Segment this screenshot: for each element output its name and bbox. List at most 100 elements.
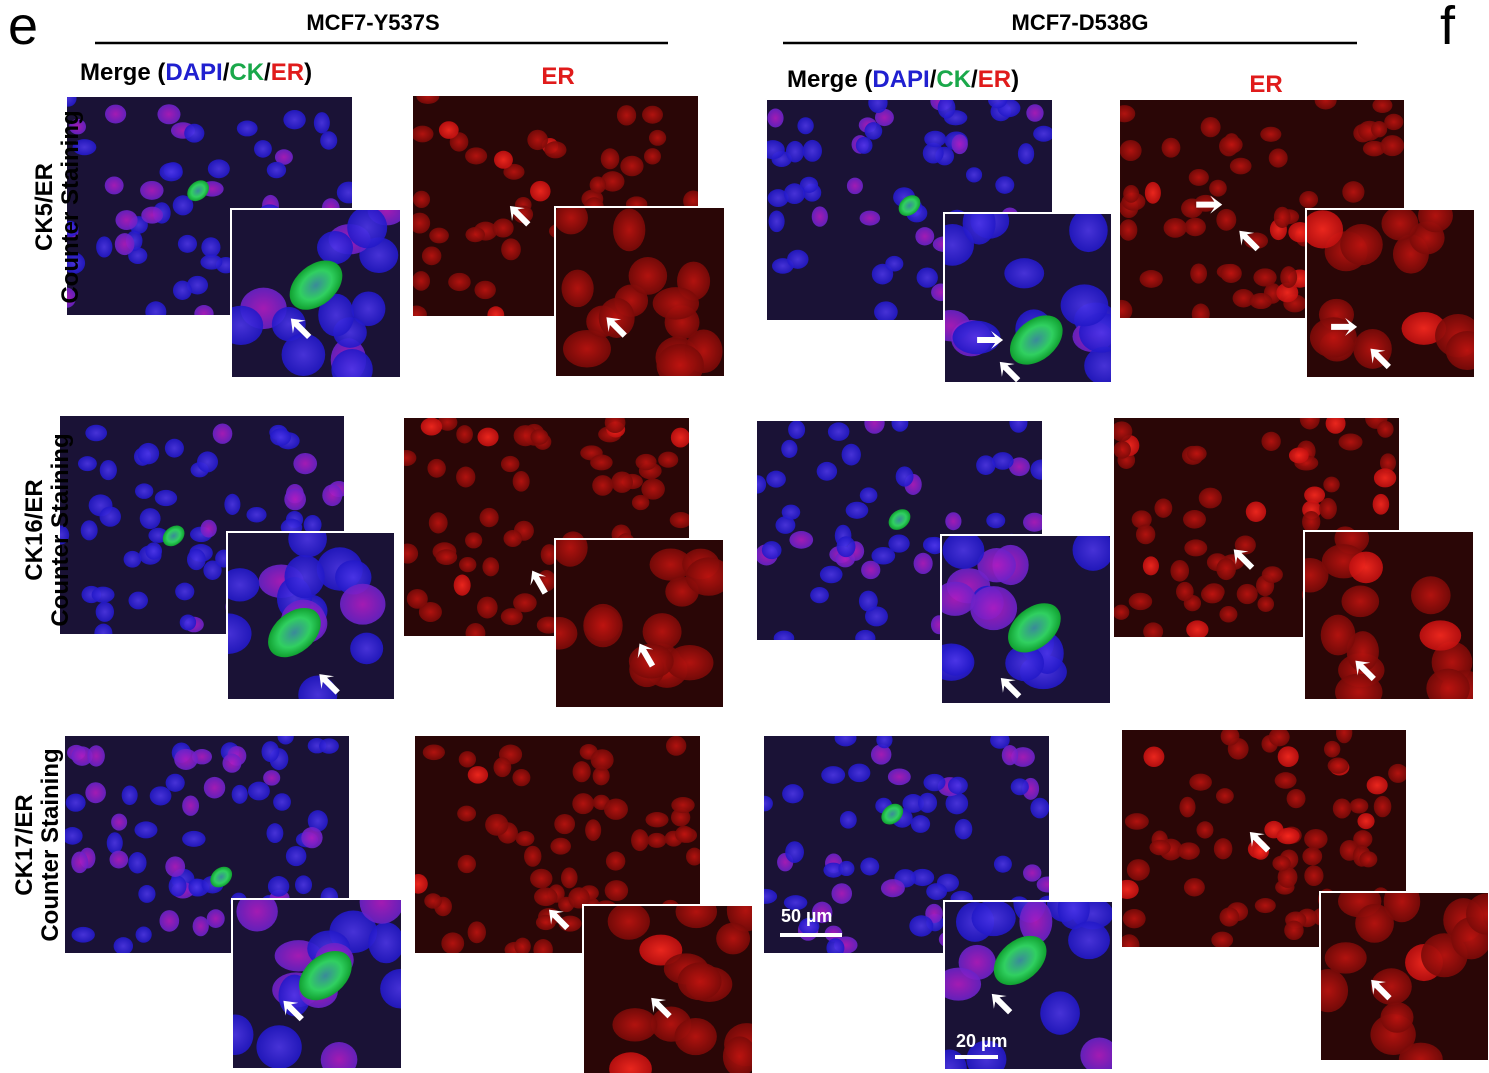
cell — [1219, 606, 1238, 623]
cell — [764, 888, 778, 904]
cell — [923, 773, 946, 792]
cell — [515, 830, 535, 847]
cell — [159, 910, 180, 932]
cell — [203, 776, 226, 799]
cell — [80, 520, 98, 541]
cell — [177, 234, 198, 253]
cell — [71, 851, 89, 874]
cell — [298, 675, 338, 699]
cell — [458, 751, 477, 768]
cell — [686, 847, 700, 866]
cell — [1023, 864, 1042, 882]
cell — [585, 819, 602, 841]
cell — [128, 852, 147, 874]
cell — [1379, 453, 1396, 473]
cell — [1122, 908, 1146, 929]
cell — [1357, 813, 1375, 830]
cell — [201, 237, 221, 258]
cell — [990, 736, 1010, 749]
cell — [246, 506, 267, 523]
cell — [876, 736, 893, 749]
cell — [1307, 210, 1344, 249]
cell — [945, 512, 962, 531]
cell — [94, 623, 113, 634]
cell — [1122, 879, 1139, 900]
cell — [1220, 263, 1242, 283]
cell — [1036, 876, 1049, 893]
cell — [669, 511, 689, 529]
cell — [60, 525, 70, 545]
cell — [281, 333, 326, 377]
cell — [783, 183, 806, 205]
cell — [1277, 746, 1299, 768]
cell — [465, 227, 485, 243]
cell — [891, 421, 909, 432]
cell — [453, 574, 471, 596]
cell — [1268, 730, 1290, 747]
cell — [182, 795, 200, 816]
er-label: ER — [541, 63, 574, 90]
cell — [671, 796, 695, 814]
cell — [1314, 100, 1337, 110]
cell — [165, 856, 186, 877]
cell — [1384, 113, 1404, 131]
cell — [149, 786, 172, 806]
cell — [600, 171, 625, 192]
cell — [1143, 746, 1165, 767]
inset-image — [584, 906, 752, 1073]
cell — [261, 741, 280, 763]
cell — [1341, 585, 1380, 618]
cell — [670, 427, 689, 448]
cell — [1009, 421, 1028, 433]
cell — [476, 596, 498, 619]
cell — [318, 293, 355, 337]
cell — [1183, 878, 1205, 897]
cell — [895, 466, 914, 487]
cell — [962, 214, 996, 245]
inset-border — [1303, 530, 1475, 701]
cell — [590, 454, 613, 471]
cell — [194, 305, 214, 315]
cell — [1033, 125, 1052, 142]
cell — [1120, 139, 1142, 161]
cell — [572, 761, 591, 783]
cell — [228, 613, 252, 654]
cell — [942, 536, 985, 570]
cell — [1323, 476, 1340, 493]
cell — [915, 227, 935, 246]
cell — [554, 813, 576, 835]
group-title: MCF7-Y537S — [306, 10, 439, 35]
cell — [855, 629, 876, 640]
cell — [1191, 303, 1210, 318]
cell — [1320, 614, 1356, 656]
cell — [945, 792, 969, 815]
cell — [1277, 866, 1298, 888]
cell — [172, 280, 192, 301]
cell — [635, 453, 657, 471]
cell — [785, 140, 805, 163]
cell — [1418, 210, 1453, 233]
cell — [834, 736, 857, 747]
cell — [69, 118, 86, 135]
inset-border — [231, 898, 403, 1070]
cell — [263, 770, 281, 786]
merge-label: Merge (DAPI/CK/ER) — [80, 59, 312, 86]
cell — [816, 461, 838, 481]
cell — [111, 813, 128, 831]
cell — [465, 532, 483, 549]
cell — [427, 458, 446, 478]
cell — [1128, 592, 1153, 611]
cell — [1057, 902, 1090, 930]
cell — [845, 501, 869, 519]
cell — [232, 305, 264, 345]
cell — [175, 582, 195, 601]
cell — [1465, 893, 1488, 935]
cell — [1188, 169, 1209, 186]
cell — [652, 287, 700, 320]
cell — [993, 855, 1012, 873]
cell — [1211, 931, 1234, 947]
cell — [592, 475, 614, 496]
cell — [864, 421, 885, 434]
cell — [540, 544, 559, 565]
cell — [530, 428, 549, 445]
